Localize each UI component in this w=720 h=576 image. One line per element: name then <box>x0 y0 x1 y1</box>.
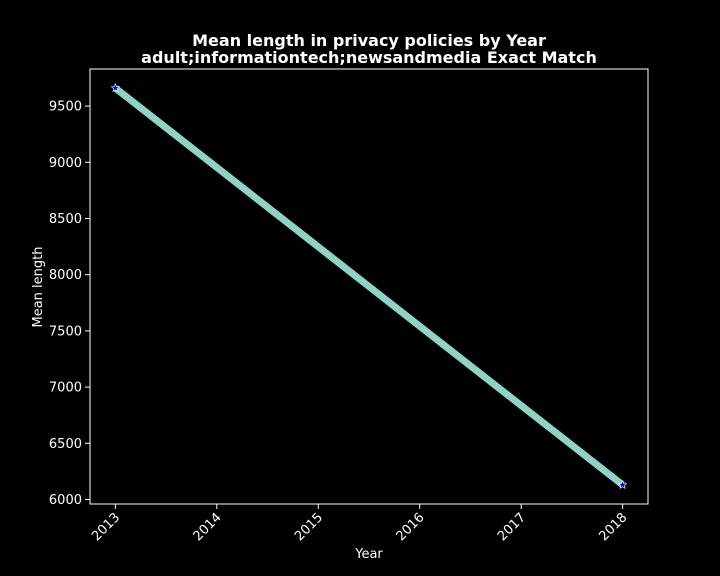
x-axis-label: Year <box>354 547 383 562</box>
y-tick-label-8000: 8000 <box>49 268 82 283</box>
y-tick-label-9500: 9500 <box>49 100 82 115</box>
data-point-marker-0-1 <box>617 479 628 489</box>
y-tick-label-8500: 8500 <box>49 212 82 227</box>
data-point-marker-0-0 <box>110 83 121 93</box>
chart-title: Mean length in privacy policies by Year <box>192 31 546 50</box>
y-tick-label-6000: 6000 <box>49 493 82 508</box>
y-tick-label-6500: 6500 <box>49 437 82 452</box>
y-axis-label: Mean length <box>31 247 46 328</box>
y-tick-label-9000: 9000 <box>49 156 82 171</box>
plot-area <box>110 83 628 489</box>
axes-frame <box>89 68 649 505</box>
chart-subtitle: adult;informationtech;newsandmedia Exact… <box>141 48 597 67</box>
y-tick-label-7500: 7500 <box>49 324 82 339</box>
y-tick-label-7000: 7000 <box>49 381 82 396</box>
series-line-0 <box>113 85 625 488</box>
